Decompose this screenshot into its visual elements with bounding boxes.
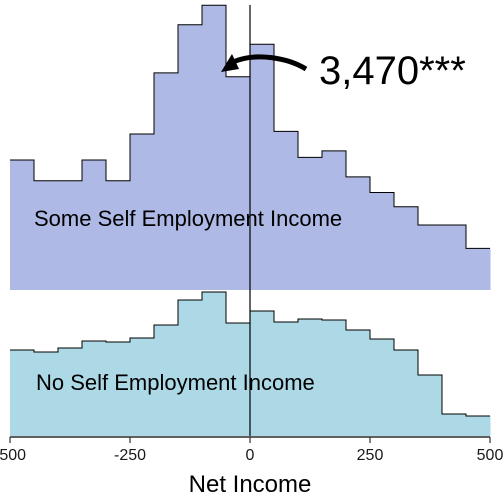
histogram-bin <box>226 323 251 436</box>
annotation-arrowhead <box>221 54 239 72</box>
histogram-bin <box>370 339 395 436</box>
histogram-bin <box>466 416 491 436</box>
histogram-bin <box>370 192 395 290</box>
histogram-bin <box>58 180 83 290</box>
x-axis: -500 -250 0 250 500 <box>0 436 504 464</box>
annotation-group: 3,470*** <box>221 49 466 93</box>
x-tick-label: 500 <box>477 447 504 464</box>
x-tick-label: 0 <box>246 447 255 464</box>
histogram-bin <box>442 225 467 290</box>
histogram-bin <box>106 180 131 290</box>
histogram-bin <box>250 311 275 436</box>
histogram-bin <box>106 342 131 436</box>
histogram-bin <box>130 134 155 290</box>
histogram-bin <box>154 325 179 436</box>
series-label: No Self Employment Income <box>36 370 315 395</box>
series-some-self-employment-income <box>10 4 491 291</box>
histogram-bin <box>418 225 443 290</box>
series-no-self-employment-income <box>10 291 491 436</box>
x-tick-label: -250 <box>114 447 146 464</box>
histogram-bin <box>346 176 371 290</box>
histogram-bin <box>394 350 419 436</box>
histogram-bin <box>82 341 107 436</box>
histogram-bin <box>466 248 491 290</box>
histogram-bin <box>226 76 251 290</box>
x-axis-title: Net Income <box>189 471 312 498</box>
histogram-bin <box>154 72 179 291</box>
annotation-arrow <box>232 54 308 72</box>
histogram-bin <box>34 352 59 436</box>
histogram-bin <box>178 300 203 436</box>
series-labels: Some Self Employment Income No Self Emplo… <box>34 206 342 395</box>
histogram-bin <box>82 160 107 290</box>
histogram-bin <box>322 150 347 290</box>
annotation-text: 3,470*** <box>319 49 466 93</box>
histogram-bin <box>10 350 35 436</box>
x-tick-label: -500 <box>0 447 26 464</box>
histogram-bin <box>298 319 323 436</box>
histogram-bin <box>178 24 203 291</box>
histogram-bin <box>274 322 299 436</box>
histogram-bin <box>394 206 419 290</box>
histogram-series-group <box>10 4 491 436</box>
histogram-bin <box>202 5 227 291</box>
histogram-bin <box>202 292 227 436</box>
histogram-bin <box>130 338 155 436</box>
histogram-bin <box>10 160 35 290</box>
histogram-bin <box>442 414 467 436</box>
histogram-bin <box>250 44 275 290</box>
histogram-bin <box>346 330 371 436</box>
histogram-bin <box>298 157 323 290</box>
x-tick-label: 250 <box>357 447 384 464</box>
series-label: Some Self Employment Income <box>34 206 342 231</box>
histogram-bin <box>418 375 443 436</box>
histogram-bin <box>34 180 59 290</box>
histogram-bin <box>274 131 299 290</box>
histogram-bin <box>58 348 83 436</box>
histogram-bin <box>322 320 347 436</box>
